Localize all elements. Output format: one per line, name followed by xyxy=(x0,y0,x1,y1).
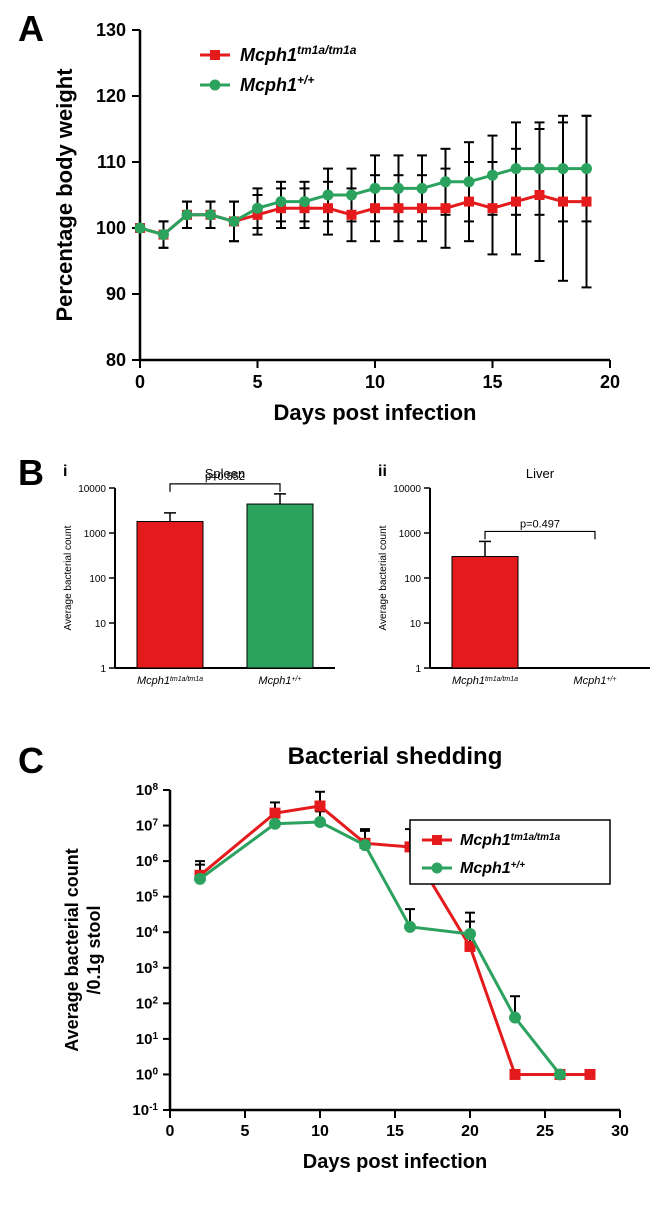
svg-text:80: 80 xyxy=(106,350,126,370)
svg-text:10: 10 xyxy=(365,372,385,392)
svg-text:Days post infection: Days post infection xyxy=(274,400,477,425)
svg-text:5: 5 xyxy=(241,1123,250,1140)
svg-text:101: 101 xyxy=(136,1030,159,1048)
svg-text:108: 108 xyxy=(136,782,159,800)
svg-text:Average bacterial count: Average bacterial count xyxy=(378,525,389,630)
svg-text:10000: 10000 xyxy=(78,484,106,495)
svg-text:5: 5 xyxy=(252,372,262,392)
panel-c-label: C xyxy=(18,740,44,782)
svg-text:1000: 1000 xyxy=(399,529,422,540)
svg-text:Mcph1tm1a/tm1a: Mcph1tm1a/tm1a xyxy=(240,43,357,65)
svg-text:10-1: 10-1 xyxy=(132,1102,158,1120)
svg-text:Mcph1tm1a/tm1a: Mcph1tm1a/tm1a xyxy=(137,675,203,687)
svg-text:Mcph1+/+: Mcph1+/+ xyxy=(240,73,314,95)
svg-text:p=0.552: p=0.552 xyxy=(205,471,245,483)
svg-text:Days post infection: Days post infection xyxy=(303,1151,487,1173)
svg-text:Average bacterial count: Average bacterial count xyxy=(62,848,82,1051)
svg-text:107: 107 xyxy=(136,817,159,835)
svg-text:i: i xyxy=(63,463,67,480)
svg-text:Bacterial shedding: Bacterial shedding xyxy=(288,743,503,770)
svg-text:100: 100 xyxy=(136,1066,159,1084)
svg-text:Mcph1+/+: Mcph1+/+ xyxy=(258,675,301,687)
svg-text:25: 25 xyxy=(536,1123,554,1140)
svg-text:106: 106 xyxy=(136,853,159,871)
svg-text:102: 102 xyxy=(136,995,159,1013)
svg-text:10000: 10000 xyxy=(393,484,421,495)
svg-text:130: 130 xyxy=(96,20,126,40)
panel-b-label: B xyxy=(18,452,44,494)
svg-text:20: 20 xyxy=(600,372,620,392)
svg-text:Average bacterial count: Average bacterial count xyxy=(63,525,74,630)
svg-text:10: 10 xyxy=(410,619,422,630)
panel-a-label: A xyxy=(18,8,44,50)
svg-text:Mcph1+/+: Mcph1+/+ xyxy=(573,675,616,687)
panel-b-ii-chart: 1 10 100 1000 10000 Liver ii Average bacterial … xyxy=(370,460,660,710)
svg-text:p=0.497: p=0.497 xyxy=(520,518,560,530)
svg-text:30: 30 xyxy=(611,1123,629,1140)
svg-text:20: 20 xyxy=(461,1123,479,1140)
svg-text:/0.1g stool: /0.1g stool xyxy=(84,905,104,994)
svg-text:Liver: Liver xyxy=(526,466,555,481)
svg-text:Percentage body weight: Percentage body weight xyxy=(52,68,77,322)
svg-text:0: 0 xyxy=(166,1123,175,1140)
panel-c-chart: Bacterial shedding 0 5 10 15 20 25 30 10-1 100 101… xyxy=(60,740,640,1180)
svg-text:120: 120 xyxy=(96,86,126,106)
svg-text:ii: ii xyxy=(378,463,387,480)
svg-text:1: 1 xyxy=(415,664,421,675)
svg-text:104: 104 xyxy=(136,924,159,942)
svg-text:15: 15 xyxy=(482,372,502,392)
panel-a-chart: 0 5 10 15 20 80 90 100 110 120 130 Days post infect… xyxy=(50,10,630,430)
svg-text:10: 10 xyxy=(311,1123,329,1140)
svg-text:0: 0 xyxy=(135,372,145,392)
svg-text:90: 90 xyxy=(106,284,126,304)
svg-text:Mcph1tm1a/tm1a: Mcph1tm1a/tm1a xyxy=(452,675,518,687)
svg-text:103: 103 xyxy=(136,959,159,977)
svg-text:1: 1 xyxy=(100,664,106,675)
svg-text:10: 10 xyxy=(95,619,107,630)
panel-b-i-chart: 110100100010000SpleeniAverage bacterial … xyxy=(55,460,345,710)
svg-text:105: 105 xyxy=(136,888,159,906)
svg-text:110: 110 xyxy=(97,152,126,172)
svg-text:100: 100 xyxy=(89,574,106,585)
svg-text:1000: 1000 xyxy=(84,529,107,540)
svg-text:15: 15 xyxy=(386,1123,404,1140)
svg-text:100: 100 xyxy=(404,574,421,585)
svg-text:100: 100 xyxy=(96,218,126,238)
